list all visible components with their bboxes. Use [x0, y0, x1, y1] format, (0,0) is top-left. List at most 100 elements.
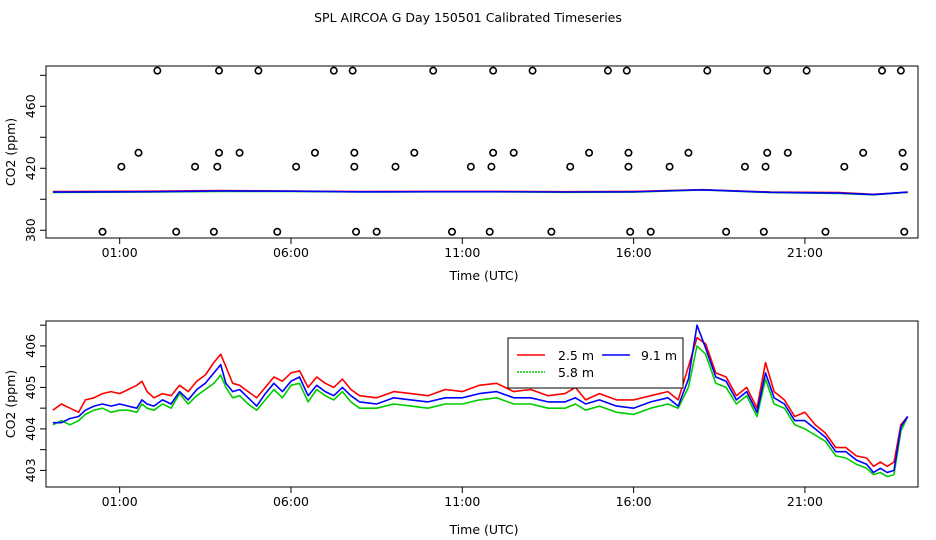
calibration-point — [703, 66, 712, 75]
calibration-point — [215, 66, 224, 75]
bottom-y-axis: 403 404 405 406 — [23, 324, 46, 482]
top-panel: 01:00 06:00 11:00 16:00 21:00 380 420 460 Time… — [3, 65, 919, 283]
series-line-2-5m — [52, 336, 909, 468]
calibration-point — [585, 148, 594, 157]
calibration-point — [352, 227, 361, 236]
bottom-x-tick-label: 01:00 — [102, 494, 138, 509]
calibration-point — [722, 227, 731, 236]
bottom-x-tick-label: 11:00 — [444, 494, 480, 509]
legend-label-9-1m: 9.1 m — [641, 348, 677, 363]
calibration-point — [763, 148, 772, 157]
top-plot-frame — [45, 65, 919, 239]
calibration-point — [646, 227, 655, 236]
calibration-point — [821, 227, 830, 236]
calibration-point — [209, 227, 218, 236]
legend: 2.5 m 5.8 m 9.1 m — [507, 337, 684, 389]
calibration-point — [898, 148, 907, 157]
top-x-tick-label: 06:00 — [273, 245, 309, 260]
top-x-tick-label: 01:00 — [102, 245, 138, 260]
bottom-y-tick-label: 406 — [23, 334, 38, 358]
legend-box — [507, 337, 684, 389]
calibration-point — [172, 227, 181, 236]
legend-label-5-8m: 5.8 m — [558, 365, 594, 380]
calibration-point — [489, 148, 498, 157]
calibration-point — [802, 66, 811, 75]
bottom-series — [52, 324, 909, 478]
bottom-x-axis-label: Time (UTC) — [448, 522, 518, 537]
top-y-tick-label: 380 — [23, 218, 38, 242]
calibration-point — [684, 148, 693, 157]
calibration-point — [509, 148, 518, 157]
calibration-point — [622, 66, 631, 75]
figure-title: SPL AIRCOA G Day 150501 Calibrated Times… — [314, 10, 622, 25]
calibration-point — [624, 148, 633, 157]
top-y-axis-label: CO2 (ppm) — [3, 118, 18, 186]
top-x-axis-label: Time (UTC) — [448, 268, 518, 283]
calibration-point — [603, 66, 612, 75]
calibration-point — [783, 148, 792, 157]
calibration-point — [566, 162, 575, 171]
bottom-y-tick-label: 403 — [23, 458, 38, 482]
calibration-point — [372, 227, 381, 236]
calibration-point — [191, 162, 200, 171]
calibration-point — [740, 162, 749, 171]
bottom-y-tick-label: 404 — [23, 417, 38, 441]
calibration-point — [840, 162, 849, 171]
calibration-point — [134, 148, 143, 157]
calibration-point — [763, 66, 772, 75]
calibration-point — [859, 148, 868, 157]
top-x-tick-label: 11:00 — [444, 245, 480, 260]
top-x-tick-label: 21:00 — [787, 245, 823, 260]
bottom-plot-frame — [45, 320, 919, 488]
calibration-point — [98, 227, 107, 236]
top-x-tick-label: 16:00 — [616, 245, 652, 260]
calibration-point — [547, 227, 556, 236]
calibration-point — [761, 162, 770, 171]
calibration-point — [485, 227, 494, 236]
calibration-point — [117, 162, 126, 171]
calibration-point — [878, 66, 887, 75]
calibration-point — [896, 66, 905, 75]
top-y-tick-label: 420 — [23, 156, 38, 180]
calibration-point — [350, 162, 359, 171]
top-series-line-2 — [52, 189, 908, 196]
calibration-point — [215, 148, 224, 157]
bottom-x-tick-label: 06:00 — [273, 494, 309, 509]
top-calibration-points — [98, 66, 909, 236]
calibration-point — [487, 162, 496, 171]
calibration-point — [448, 227, 457, 236]
bottom-panel: 01:00 06:00 11:00 16:00 21:00 403 404 405 406 T… — [3, 320, 919, 537]
calibration-point — [348, 66, 357, 75]
top-flat-series — [52, 188, 908, 196]
calibration-point — [273, 227, 282, 236]
calibration-point — [900, 162, 909, 171]
calibration-point — [254, 66, 263, 75]
calibration-point — [391, 162, 400, 171]
calibration-point — [350, 148, 359, 157]
calibration-point — [624, 162, 633, 171]
calibration-point — [153, 66, 162, 75]
bottom-x-tick-label: 16:00 — [616, 494, 652, 509]
calibration-point — [235, 148, 244, 157]
calibration-point — [292, 162, 301, 171]
top-y-axis: 380 420 460 — [23, 74, 46, 242]
calibration-point — [759, 227, 768, 236]
bottom-y-tick-label: 405 — [23, 375, 38, 399]
calibration-point — [329, 66, 338, 75]
top-y-tick-label: 460 — [23, 94, 38, 118]
series-line-5-8m — [52, 345, 909, 478]
legend-label-2-5m: 2.5 m — [558, 348, 594, 363]
bottom-x-tick-label: 21:00 — [787, 494, 823, 509]
calibration-point — [626, 227, 635, 236]
calibration-point — [528, 66, 537, 75]
calibration-point — [429, 66, 438, 75]
bottom-x-axis: 01:00 06:00 11:00 16:00 21:00 — [102, 487, 823, 509]
calibration-point — [900, 227, 909, 236]
calibration-point — [466, 162, 475, 171]
top-x-axis: 01:00 06:00 11:00 16:00 21:00 — [102, 238, 823, 260]
calibration-point — [665, 162, 674, 171]
calibration-point — [410, 148, 419, 157]
series-line-9-1m — [52, 324, 909, 474]
calibration-point — [489, 66, 498, 75]
